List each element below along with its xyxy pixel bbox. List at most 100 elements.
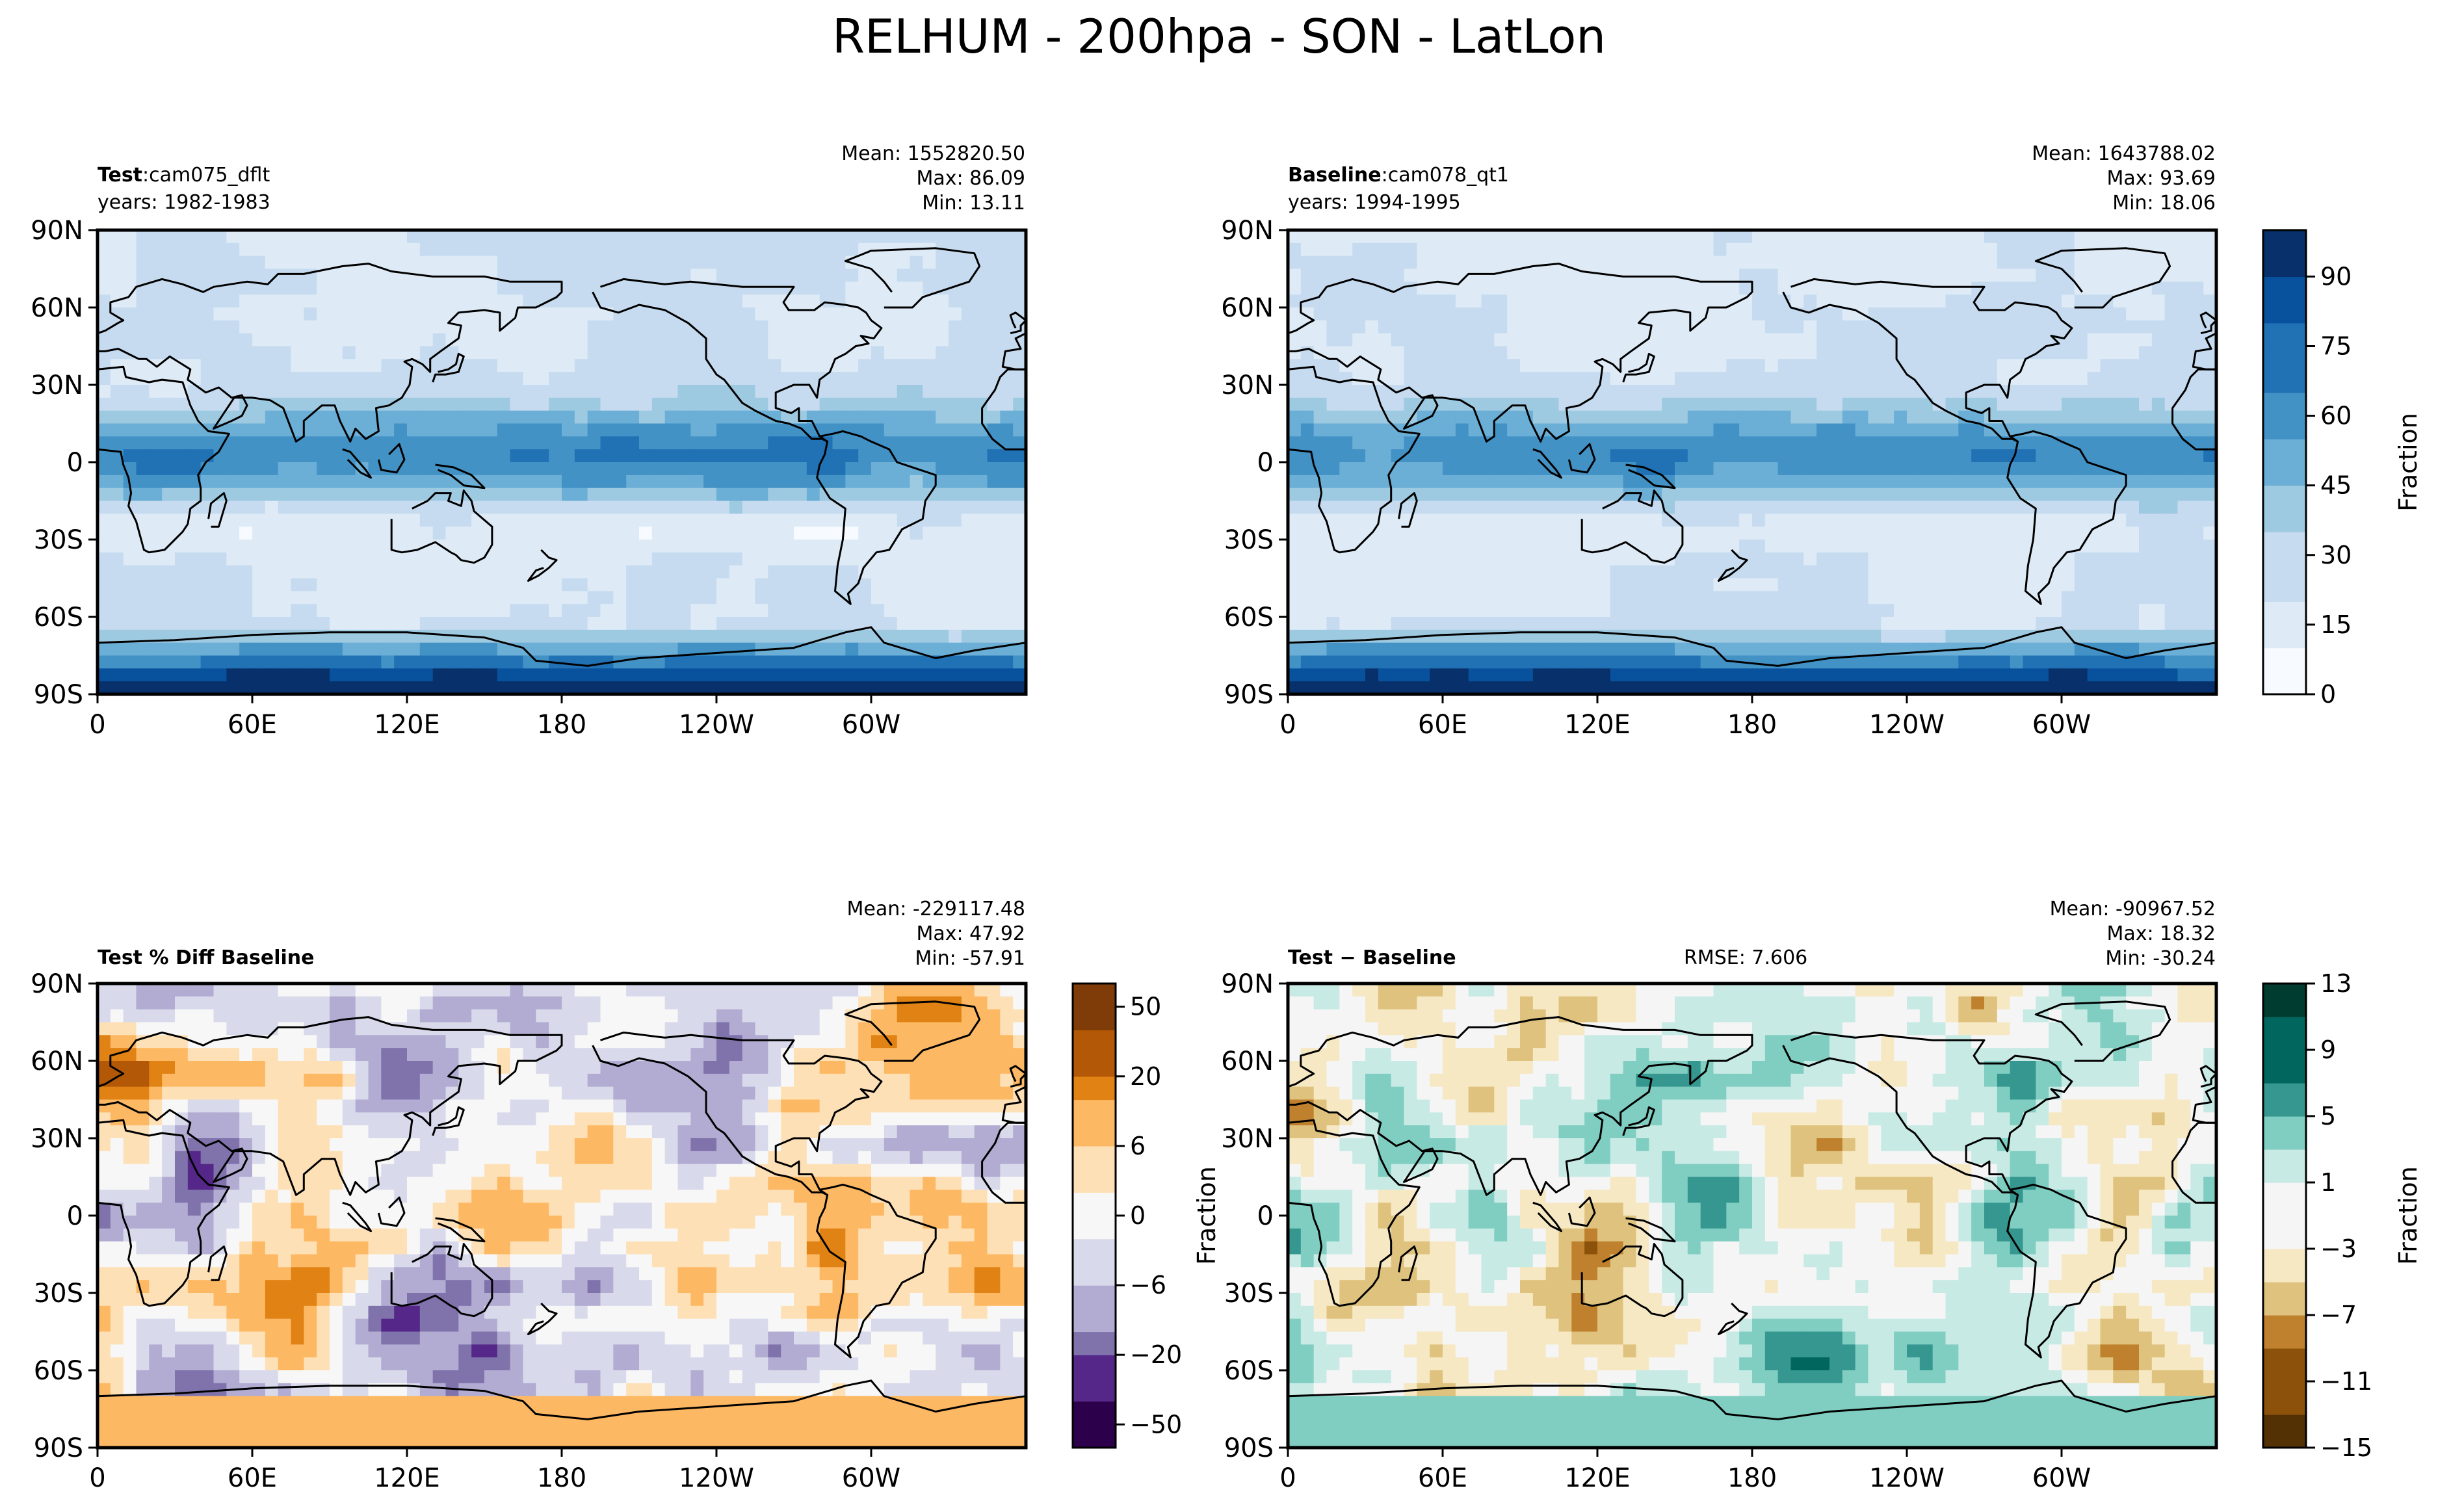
grid-cell [716,629,730,644]
grid-cell [729,552,743,566]
grid-cell [1855,242,1869,257]
grid-cell [600,268,614,282]
grid-cell [2036,242,2049,257]
grid-cell [1558,397,1572,411]
grid-cell [1816,372,1830,385]
grid-cell [1597,475,1611,489]
grid-cell [1300,527,1315,540]
grid-cell [1571,294,1585,308]
grid-cell [368,307,382,321]
grid-cell [845,681,859,695]
grid-cell [1558,642,1572,657]
grid-cell [1997,449,2011,463]
grid-cell [1790,346,1804,359]
grid-cell [639,333,653,347]
grid-cell [1881,242,1894,257]
grid-cell [1507,423,1521,437]
grid-cell [2100,333,2114,347]
grid-cell [330,462,343,476]
grid-cell [1687,397,1701,411]
grid-cell [200,320,215,334]
grid-cell [278,642,292,657]
grid-cell [304,333,317,347]
grid-cell [265,268,279,282]
grid-cell [716,617,730,631]
grid-cell [1764,449,1779,463]
grid-cell [2087,230,2101,244]
grid-cell [1764,423,1779,437]
grid-cell [936,255,949,270]
grid-cell [910,307,923,321]
grid-cell [1468,281,1482,295]
grid-cell [819,604,833,618]
grid-cell [949,668,962,682]
grid-cell [768,320,781,334]
grid-cell [781,346,794,359]
grid-cell [1997,397,2011,411]
grid-cell [858,410,872,424]
grid-cell [1326,449,1340,463]
grid-cell [407,242,421,257]
grid-cell [806,578,820,592]
grid-cell [419,668,434,682]
grid-cell [226,242,240,257]
grid-cell [1545,255,1560,270]
grid-cell [2151,578,2166,592]
grid-cell [677,320,691,334]
grid-cell [1443,397,1456,411]
grid-cell [832,501,846,514]
grid-cell [1481,372,1495,385]
grid-cell [949,527,962,540]
grid-cell [1726,307,1740,321]
grid-cell [110,255,124,270]
grid-cell [690,307,704,321]
grid-cell [2126,629,2140,644]
grid-cell [1687,333,1701,347]
grid-cell [317,242,330,257]
grid-cell [136,668,150,682]
grid-cell [536,359,549,372]
grid-cell [587,617,601,631]
grid-cell [1455,294,1469,308]
grid-cell [1558,591,1572,605]
grid-cell [626,436,640,450]
grid-cell [445,604,459,618]
grid-cell [2190,294,2204,308]
grid-cell [1391,397,1405,411]
grid-cell [497,242,511,257]
grid-cell [523,410,536,424]
grid-cell [317,668,330,682]
grid-cell [2139,475,2153,489]
grid-cell [1545,410,1560,424]
grid-cell [497,591,511,605]
grid-cell [1790,501,1804,514]
grid-cell [1404,268,1417,282]
grid-cell [1945,578,1959,592]
grid-cell [1764,552,1779,566]
grid-cell [949,514,962,527]
grid-cell [98,604,111,618]
grid-cell [1790,462,1804,476]
grid-cell [394,410,408,424]
grid-cell [562,281,575,295]
grid-cell [1545,242,1560,257]
grid-cell [1894,591,1907,605]
grid-cell [1520,527,1534,540]
grid-cell [1571,385,1585,398]
grid-cell [626,578,640,592]
grid-cell [613,475,627,489]
grid-cell [1932,514,1946,527]
grid-cell [1907,488,1920,502]
grid-cell [1868,268,1881,282]
grid-cell [110,307,124,321]
grid-cell [213,320,227,334]
grid-cell [845,397,859,411]
grid-cell [1662,281,1675,295]
grid-cell [910,475,923,489]
grid-cell [1700,604,1714,618]
grid-cell [1507,642,1521,657]
grid-cell [549,540,562,553]
grid-cell [2074,475,2088,489]
grid-cell [1597,346,1611,359]
grid-cell [1649,255,1662,270]
